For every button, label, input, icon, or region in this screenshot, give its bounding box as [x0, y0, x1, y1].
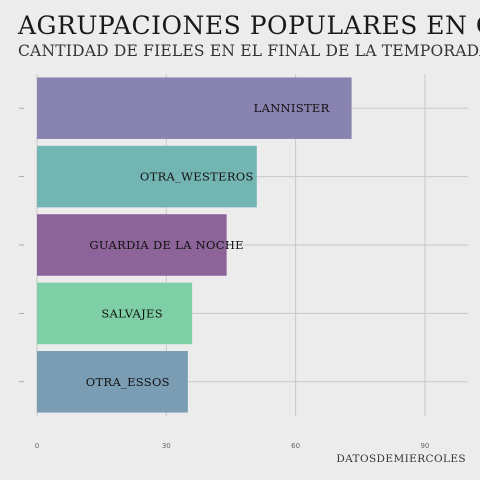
bar-label: GUARDIA DE LA NOCHE: [89, 238, 244, 252]
bar-label: OTRA_WESTEROS: [140, 170, 254, 184]
chart-title: AGRUPACIONES POPULARES EN GOT: [17, 11, 480, 40]
x-tick-label: 0: [35, 442, 39, 450]
chart-subtitle: CANTIDAD DE FIELES EN EL FINAL DE LA TEM…: [18, 42, 480, 60]
x-tick-label: 90: [420, 442, 429, 450]
x-tick-label: 30: [162, 442, 171, 450]
bar-label: SALVAJES: [101, 306, 163, 320]
x-tick-label: 60: [291, 442, 300, 450]
x-axis-ticks: 0 30 60 90: [35, 442, 430, 450]
chart-caption: DATOSDEMIERCOLES: [336, 453, 466, 465]
bar-label: OTRA_ESSOS: [86, 375, 170, 389]
bar-label: LANNISTER: [254, 101, 330, 115]
